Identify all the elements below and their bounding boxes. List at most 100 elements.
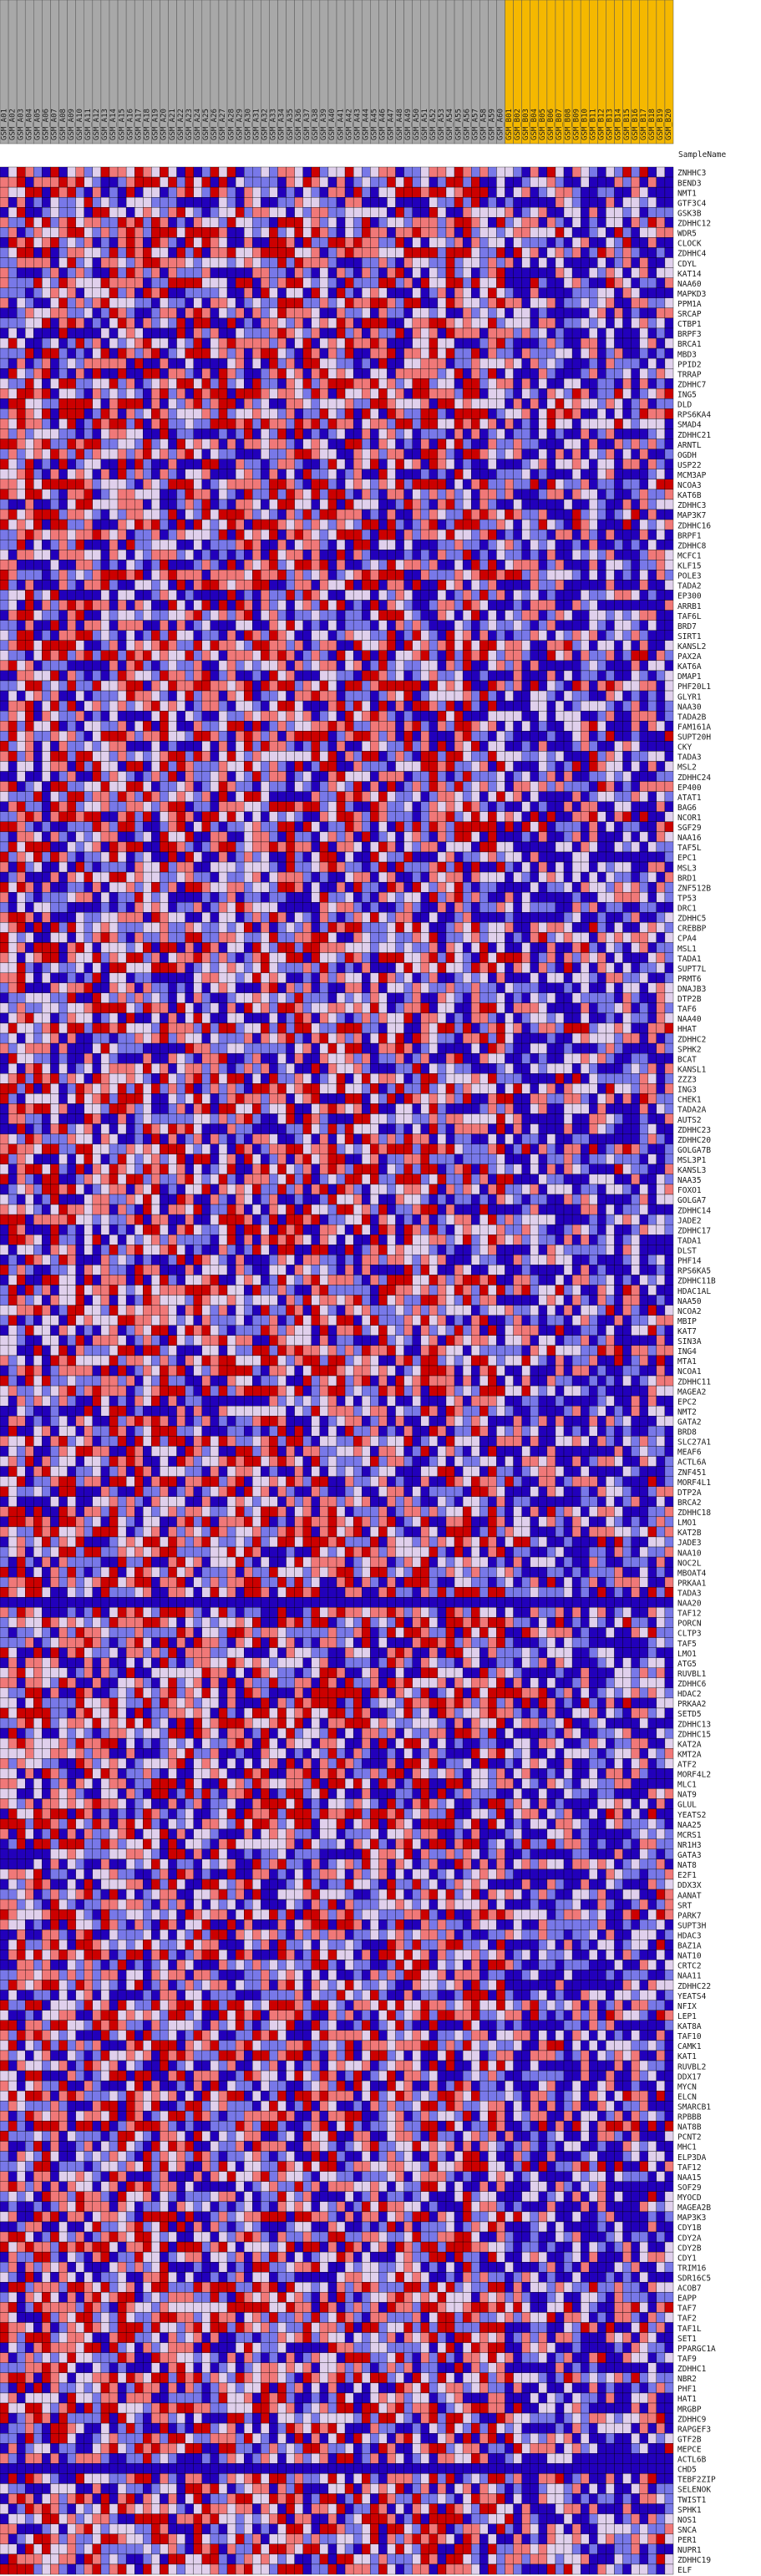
- heatmap-cell: [563, 347, 573, 359]
- heatmap-cell: [445, 257, 455, 268]
- heatmap-cell: [563, 287, 573, 298]
- heatmap-cell: [639, 378, 648, 389]
- heatmap-cell: [563, 650, 573, 662]
- heatmap-cell: [429, 227, 439, 238]
- heatmap-cell: [622, 499, 632, 510]
- heatmap-cell: [505, 247, 514, 258]
- heatmap-cell: [92, 317, 102, 329]
- heatmap-cell: [538, 287, 548, 298]
- heatmap-cell: [185, 439, 194, 449]
- heatmap-cell: [100, 650, 110, 662]
- heatmap-cell: [16, 459, 26, 469]
- heatmap-cell: [235, 237, 245, 248]
- heatmap-cell: [479, 197, 489, 208]
- heatmap-cell: [471, 761, 480, 772]
- heatmap-cell: [437, 207, 447, 218]
- heatmap-cell: [84, 439, 93, 449]
- heatmap-cell: [597, 197, 606, 208]
- heatmap-cell: [664, 378, 674, 389]
- heatmap-cell: [151, 550, 160, 560]
- heatmap-cell: [614, 307, 623, 319]
- heatmap-cell: [437, 217, 447, 228]
- heatmap-cell: [311, 207, 321, 218]
- heatmap-cell: [286, 439, 295, 449]
- heatmap-cell: [277, 287, 287, 298]
- heatmap-cell: [226, 257, 236, 268]
- heatmap-cell: [193, 640, 202, 651]
- heatmap-cell: [420, 197, 429, 208]
- heatmap-cell: [319, 347, 329, 359]
- heatmap-cell: [664, 710, 674, 722]
- heatmap-cell: [362, 207, 371, 218]
- heatmap-cell: [58, 509, 68, 520]
- heatmap-cell: [479, 509, 489, 520]
- heatmap-cell: [327, 660, 337, 672]
- heatmap-cell: [168, 267, 177, 278]
- heatmap-cell: [252, 327, 261, 339]
- heatmap-cell: [42, 459, 51, 469]
- heatmap-cell: [33, 217, 43, 228]
- heatmap-cell: [176, 287, 185, 298]
- heatmap-cell: [513, 297, 522, 308]
- heatmap-cell: [42, 347, 51, 359]
- heatmap-cell: [403, 710, 413, 722]
- heatmap-cell: [664, 670, 674, 682]
- heatmap-cell: [143, 217, 152, 228]
- heatmap-cell: [33, 357, 43, 369]
- heatmap-cell: [336, 610, 346, 621]
- heatmap-cell: [656, 327, 666, 339]
- heatmap-cell: [75, 378, 84, 389]
- heatmap-cell: [100, 459, 110, 469]
- heatmap-cell: [311, 670, 321, 682]
- heatmap-cell: [117, 550, 127, 560]
- heatmap-cell: [302, 257, 312, 268]
- heatmap-cell: [589, 650, 598, 662]
- heatmap-cell: [664, 317, 674, 329]
- heatmap-cell: [353, 388, 363, 399]
- heatmap-cell: [261, 761, 270, 772]
- heatmap-cell: [471, 499, 480, 510]
- heatmap-cell: [84, 317, 93, 329]
- heatmap-cell: [336, 418, 346, 429]
- heatmap-cell: [33, 317, 43, 329]
- heatmap-cell: [597, 519, 606, 530]
- heatmap-cell: [176, 368, 185, 379]
- heatmap-cell: [42, 550, 51, 560]
- heatmap-cell: [445, 277, 455, 288]
- heatmap-cell: [362, 307, 371, 319]
- heatmap-cell: [0, 297, 9, 308]
- heatmap-cell: [488, 368, 497, 379]
- heatmap-cell: [344, 217, 354, 228]
- heatmap-cell: [58, 459, 68, 469]
- heatmap-cell: [58, 710, 68, 722]
- heatmap-cell: [143, 317, 152, 329]
- heatmap-cell: [201, 227, 211, 238]
- heatmap-cell: [302, 580, 312, 591]
- heatmap-cell: [496, 690, 505, 702]
- column-label: GSM_A29: [236, 109, 244, 140]
- heatmap-cell: [656, 297, 666, 308]
- heatmap-cell: [319, 620, 329, 631]
- heatmap-cell: [160, 439, 169, 449]
- heatmap-cell: [622, 197, 632, 208]
- heatmap-cell: [606, 428, 615, 439]
- heatmap-cell: [286, 428, 295, 439]
- heatmap-cell: [454, 398, 464, 409]
- heatmap-cell: [429, 630, 439, 641]
- column-label: GSM_B17: [640, 109, 648, 140]
- heatmap-cell: [429, 479, 439, 490]
- heatmap-cell: [479, 337, 489, 349]
- heatmap-cell: [488, 600, 497, 611]
- heatmap-cell: [462, 479, 472, 490]
- heatmap-cell: [462, 459, 472, 469]
- heatmap-cell: [647, 590, 657, 601]
- heatmap-cell: [67, 237, 76, 248]
- heatmap-cell: [201, 600, 211, 611]
- heatmap-cell: [412, 650, 421, 662]
- heatmap-cell: [555, 378, 565, 389]
- heatmap-cell: [597, 640, 606, 651]
- heatmap-cell: [117, 247, 127, 258]
- heatmap-cell: [210, 721, 220, 732]
- heatmap-cell: [117, 710, 127, 722]
- heatmap-cell: [437, 539, 447, 550]
